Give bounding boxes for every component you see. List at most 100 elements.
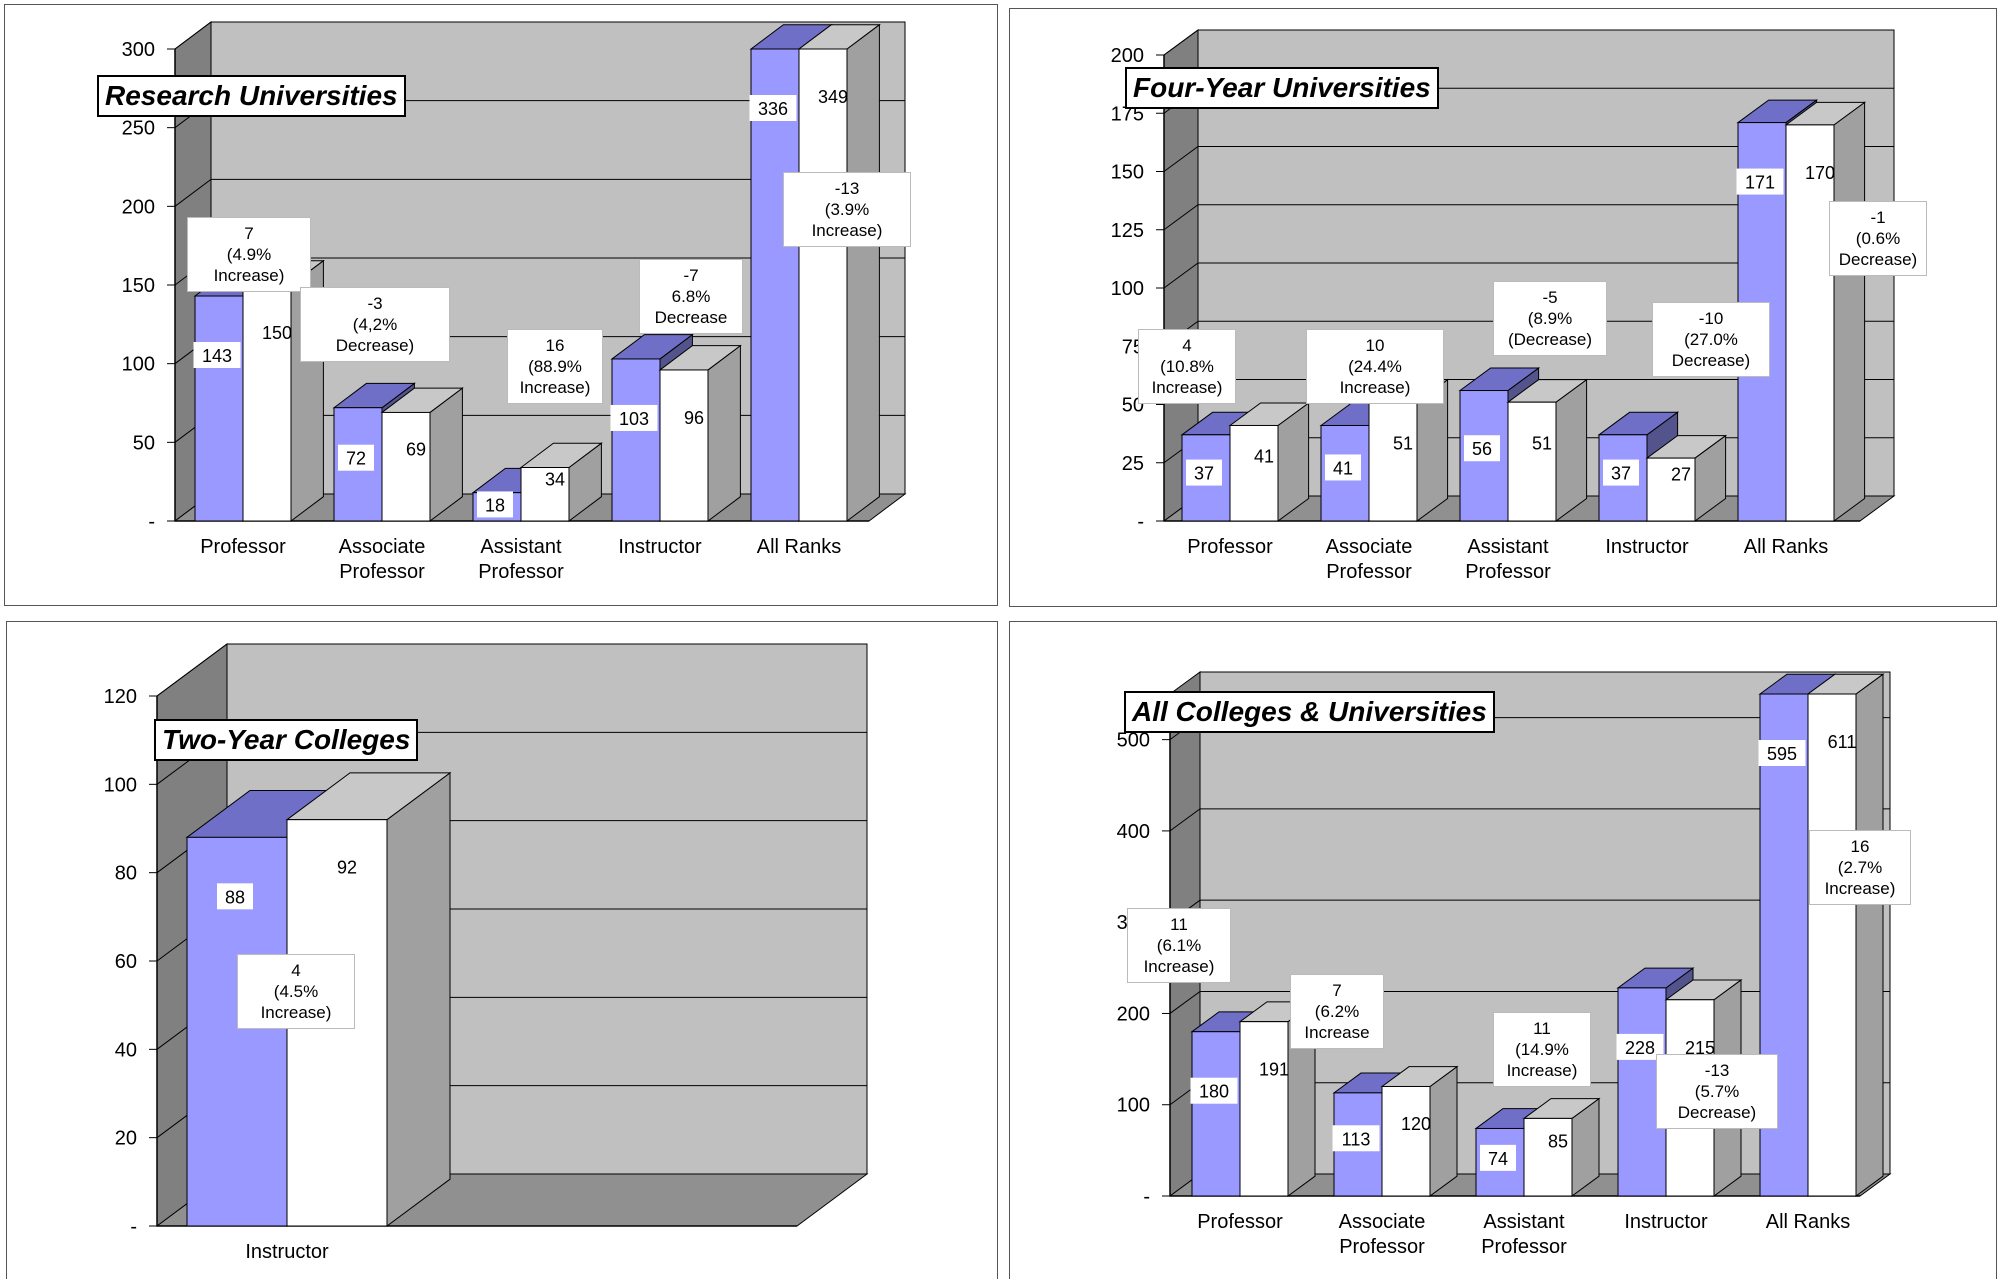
- y-tick-label: 80: [115, 863, 137, 885]
- bar-side: [1555, 378, 1588, 522]
- category-label: All Ranks: [1744, 536, 1828, 558]
- bar: [1368, 401, 1418, 522]
- data-label-bg: [1616, 1033, 1664, 1060]
- category-label: Professor: [1481, 1236, 1567, 1258]
- data-label: 170: [1805, 163, 1835, 183]
- y-tick-label: -: [130, 1216, 137, 1238]
- category-label: Instructor: [1624, 1211, 1708, 1233]
- annotation-line: 6.8%: [671, 287, 711, 306]
- data-label: 92: [337, 858, 357, 878]
- data-label-bg: [1603, 459, 1639, 486]
- annotation-line: (4.9%: [226, 245, 272, 264]
- bar-side: [1855, 673, 1884, 1197]
- y-tick-label: 200: [122, 196, 155, 218]
- annotation-line: (8.9%: [1527, 309, 1573, 328]
- data-label-bg: [1332, 1125, 1380, 1152]
- category-label: All Ranks: [1766, 1211, 1850, 1233]
- bar: [1807, 693, 1857, 1197]
- y-tick-label: 400: [1117, 821, 1150, 843]
- data-label-bg: [749, 95, 797, 121]
- data-label: 228: [1625, 1038, 1655, 1058]
- bar: [798, 48, 848, 522]
- data-label-bg: [477, 491, 513, 518]
- data-label: 96: [684, 408, 704, 428]
- annotation-line: (6.2%: [1314, 1002, 1360, 1021]
- change-annotation: -1 (0.6% Decrease): [1829, 201, 1927, 276]
- annotation-line: 16: [545, 336, 565, 355]
- y-tick-label: 100: [1111, 278, 1144, 300]
- chart-panel-research: - 50 100 150 200 250 300 143 150 Professor 72 69 Ass…: [4, 4, 998, 606]
- data-label: 51: [1393, 434, 1413, 454]
- data-label: 27: [1671, 464, 1691, 484]
- annotation-line: Increase): [213, 266, 285, 285]
- data-label: 34: [545, 470, 565, 490]
- bar: [520, 467, 570, 522]
- bar-side: [1429, 1065, 1458, 1197]
- data-label: 74: [1488, 1149, 1508, 1169]
- data-label: 191: [1259, 1060, 1289, 1080]
- chart-title: Research Universities: [97, 75, 406, 117]
- change-annotation: -10 (27.0% Decrease): [1652, 302, 1770, 377]
- gridline: [1163, 262, 1894, 289]
- y-tick-label: 125: [1111, 220, 1144, 242]
- annotation-line: -7: [683, 266, 699, 285]
- category-label: Assistant: [1467, 536, 1549, 558]
- change-annotation: -7 6.8% Decrease: [639, 259, 743, 334]
- data-label-bg: [1480, 1144, 1516, 1171]
- data-label: 143: [202, 346, 232, 366]
- annotation-line: (4.5%: [273, 982, 319, 1001]
- y-tick-label: 200: [1117, 1003, 1150, 1025]
- category-label: Instructor: [1605, 536, 1689, 558]
- annotation-line: 11: [1533, 1019, 1551, 1038]
- data-label-bg: [217, 883, 253, 910]
- annotation-line: -5: [1542, 288, 1558, 307]
- change-annotation: -5 (8.9% (Decrease): [1493, 281, 1607, 356]
- annotation-line: Decrease): [1677, 1103, 1757, 1122]
- data-label-bg: [1186, 459, 1222, 486]
- change-annotation: 7 (4.9% Increase): [187, 217, 311, 292]
- annotation-line: (27.0%: [1684, 330, 1738, 349]
- bar: [659, 369, 709, 522]
- bar: [194, 295, 244, 522]
- annotation-line: 7: [1332, 981, 1342, 1000]
- data-label: 18: [485, 495, 505, 515]
- data-label: 37: [1611, 464, 1631, 484]
- annotation-line: 10: [1365, 336, 1385, 355]
- category-label: Professor: [1326, 561, 1412, 583]
- data-label-bg: [1464, 435, 1500, 462]
- annotation-line: Decrease: [654, 308, 728, 327]
- bar-side: [1833, 101, 1866, 522]
- annotation-line: (4,2%: [352, 315, 398, 334]
- change-annotation: 4 (4.5% Increase): [237, 954, 355, 1029]
- chart-title: Four-Year Universities: [1125, 67, 1439, 109]
- category-label: Professor: [1187, 536, 1273, 558]
- annotation-line: Increase): [260, 1003, 332, 1022]
- data-label: 336: [758, 99, 788, 119]
- annotation-line: Increase): [1506, 1061, 1578, 1080]
- data-label: 215: [1685, 1038, 1715, 1058]
- y-tick-label: 40: [115, 1039, 137, 1061]
- annotation-line: Increase: [1304, 1023, 1370, 1042]
- data-label-bg: [1190, 1077, 1238, 1104]
- data-label: 180: [1199, 1082, 1229, 1102]
- data-label: 56: [1472, 439, 1492, 459]
- annotation-line: -13: [834, 179, 860, 198]
- bar: [1646, 457, 1696, 522]
- annotation-line: Decrease): [1838, 250, 1918, 269]
- data-label-bg: [1736, 168, 1784, 195]
- annotation-line: (88.9%: [528, 357, 582, 376]
- data-label: 88: [225, 887, 245, 907]
- chart-svg: - 50 100 150 200 250 300 143 150 Professor 72 69 Ass…: [122, 21, 907, 583]
- chart-title: All Colleges & Universities: [1124, 691, 1495, 733]
- data-label: 72: [346, 449, 366, 469]
- annotation-line: (3.9%: [824, 200, 870, 219]
- y-tick-label: 60: [115, 951, 137, 973]
- category-label: Instructor: [245, 1241, 329, 1263]
- y-tick-label: 25: [1122, 453, 1144, 475]
- bar: [1239, 1021, 1289, 1197]
- data-label: 349: [818, 87, 848, 107]
- data-label: 37: [1194, 464, 1214, 484]
- category-label: Professor: [1465, 561, 1551, 583]
- data-label-bg: [193, 342, 241, 369]
- chart-panel-two-year: - 20 40 60 80 100 120 88 92 Instructor Two-Year Co…: [6, 621, 998, 1279]
